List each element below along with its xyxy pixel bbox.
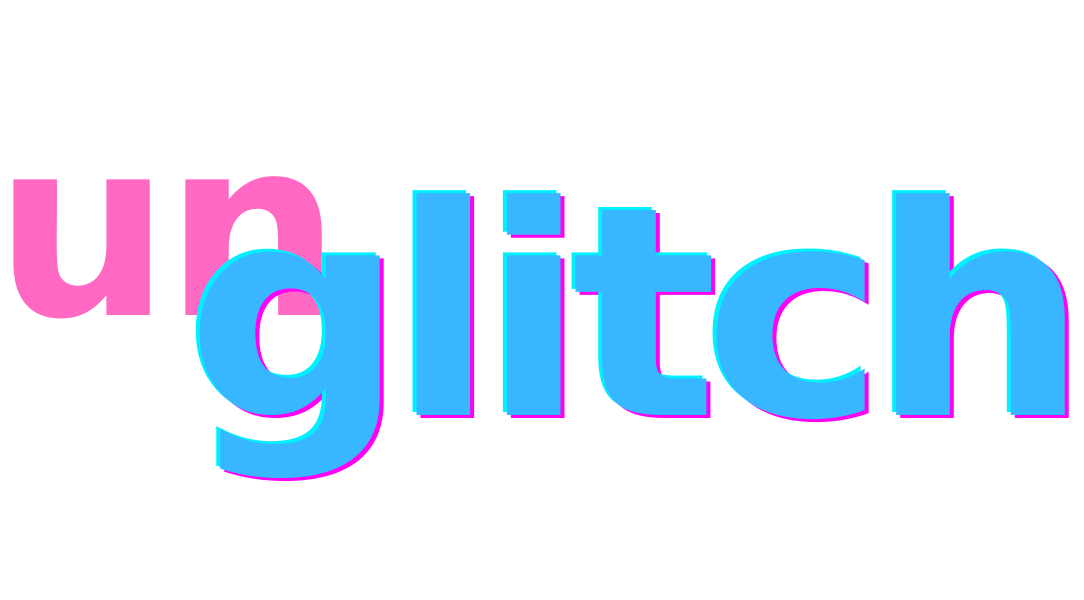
glitch-cyan-layer: glitch [182, 141, 1070, 481]
logo-word-text: glitch [186, 144, 1074, 484]
glitch-magenta-layer: glitch [190, 147, 1078, 487]
glitch-shadow-layers: glitch glitch [182, 141, 1084, 487]
logo-prefix-text: un [0, 86, 335, 374]
